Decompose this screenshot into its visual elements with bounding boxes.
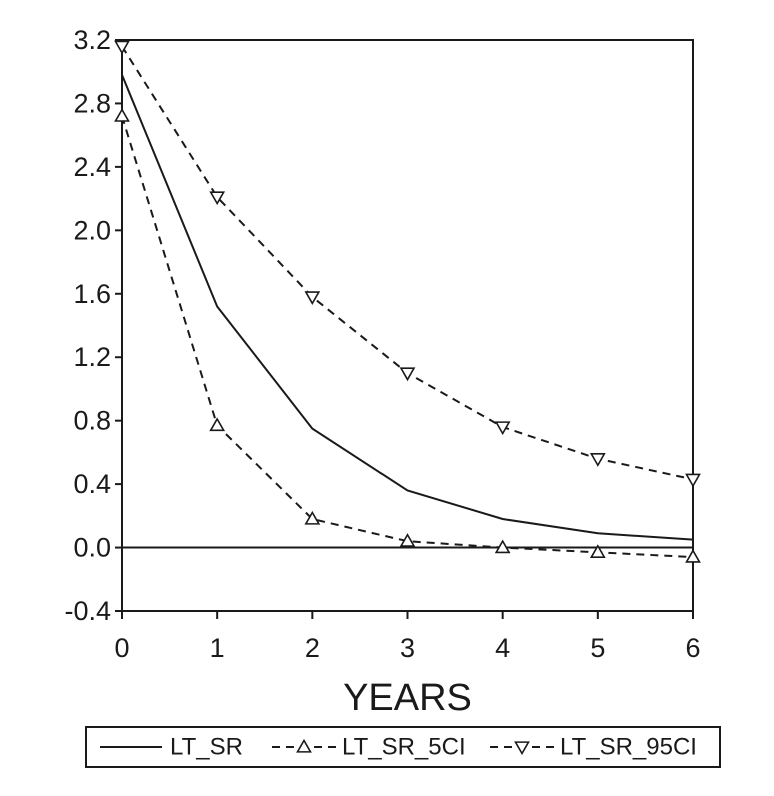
series-lt-sr xyxy=(121,74,694,541)
y-tick-label: 1.6 xyxy=(73,279,111,309)
y-tick-label: 0.4 xyxy=(73,469,111,499)
x-tick-label: 2 xyxy=(305,633,320,663)
data-point-marker xyxy=(494,539,511,554)
x-axis-title: YEARS xyxy=(343,677,472,719)
x-tick-label: 0 xyxy=(114,633,129,663)
legend-swatch-marker xyxy=(514,741,530,756)
legend-box xyxy=(85,726,721,768)
legend-entry: LT_SR_5CI xyxy=(272,734,466,761)
legend-swatch-marker xyxy=(296,738,312,753)
legend-label: LT_SR_5CI xyxy=(342,734,466,761)
data-point-marker xyxy=(304,510,321,525)
series-lt-sr-5ci xyxy=(114,108,701,563)
y-tick-label: 1.2 xyxy=(73,342,111,372)
y-tick-label: 3.2 xyxy=(73,25,111,55)
y-tick-label: 2.8 xyxy=(73,88,111,118)
data-point-marker xyxy=(209,417,226,432)
data-point-marker xyxy=(494,421,511,436)
data-point-marker xyxy=(304,291,321,306)
x-tick-label: 1 xyxy=(210,633,225,663)
x-tick-label: 5 xyxy=(590,633,605,663)
legend-entry: LT_SR xyxy=(100,734,243,761)
y-tick-label: 2.0 xyxy=(73,215,111,245)
legend-label: LT_SR xyxy=(170,734,243,761)
legend-entry: LT_SR_95CI xyxy=(490,734,697,761)
x-tick-label: 4 xyxy=(495,633,510,663)
data-point-marker xyxy=(589,544,606,558)
series-line xyxy=(121,74,694,541)
legend-label: LT_SR_95CI xyxy=(560,734,697,761)
y-tick-label: 0.0 xyxy=(73,533,111,563)
data-point-marker xyxy=(685,548,701,563)
data-point-marker xyxy=(399,367,416,382)
data-point-marker xyxy=(114,40,130,55)
data-point-marker xyxy=(114,108,130,122)
x-tick-label: 3 xyxy=(400,633,415,663)
plot-frame xyxy=(121,39,694,612)
data-point-marker xyxy=(399,533,416,547)
series-lt-sr-95ci xyxy=(114,40,701,488)
x-tick-label: 6 xyxy=(685,633,700,663)
data-point-marker xyxy=(685,473,701,488)
y-tick-label: 2.4 xyxy=(73,152,111,182)
y-tick-label: -0.4 xyxy=(64,596,111,626)
data-point-marker xyxy=(589,453,606,467)
series-line xyxy=(121,45,694,481)
data-point-marker xyxy=(209,191,226,206)
y-tick-label: 0.8 xyxy=(73,406,111,436)
